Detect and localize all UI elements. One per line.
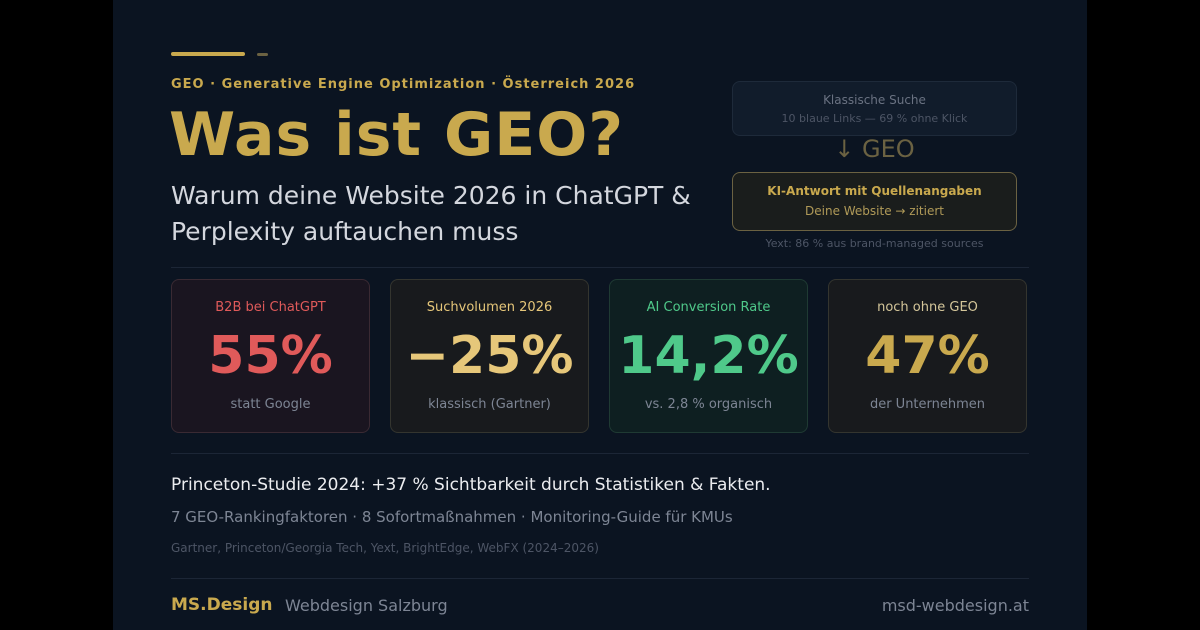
website-domain: msd-webdesign.at xyxy=(881,596,1029,615)
classic-search-box: Klassische Suche 10 blaue Links — 69 % o… xyxy=(732,81,1017,136)
stat-value: 55% xyxy=(208,326,333,386)
stat-label: noch ohne GEO xyxy=(877,300,978,315)
accent-dash xyxy=(257,53,268,56)
stat-value: 47% xyxy=(865,326,990,386)
divider xyxy=(171,267,1029,268)
classic-search-sub: 10 blaue Links — 69 % ohne Klick xyxy=(781,112,968,125)
page-subtitle: Warum deine Website 2026 in ChatGPT & Pe… xyxy=(171,181,691,246)
ki-answer-title: KI-Antwort mit Quellenangaben xyxy=(767,184,982,198)
princeton-study-text: Princeton-Studie 2024: +37 % Sichtbarkei… xyxy=(171,475,771,495)
classic-search-title: Klassische Suche xyxy=(823,93,926,107)
stat-sub: der Unternehmen xyxy=(869,397,986,412)
arrow-geo-label: ↓ GEO xyxy=(834,135,915,163)
stat-card-b2b: B2B bei ChatGPT 55% statt Google xyxy=(171,279,370,433)
ki-answer-box: KI-Antwort mit Quellenangaben Deine Webs… xyxy=(732,172,1017,231)
stat-value: −25% xyxy=(405,326,574,386)
stat-sub: klassisch (Gartner) xyxy=(428,397,551,412)
brand-name: MS.Design xyxy=(171,595,273,615)
eyebrow-text: GEO · Generative Engine Optimization · Ö… xyxy=(171,77,636,92)
stat-card-search-volume: Suchvolumen 2026 −25% klassisch (Gartner… xyxy=(390,279,589,433)
yext-note: Yext: 86 % aus brand-managed sources xyxy=(765,237,984,250)
stat-label: B2B bei ChatGPT xyxy=(215,300,326,315)
stat-label: Suchvolumen 2026 xyxy=(426,300,553,315)
page-title: Was ist GEO? xyxy=(169,100,625,170)
share-card: GEO · Generative Engine Optimization · Ö… xyxy=(113,0,1087,630)
accent-bar xyxy=(171,52,245,56)
ki-answer-sub: Deine Website → zitiert xyxy=(805,204,944,218)
factors-text: 7 GEO-Rankingfaktoren · 8 Sofortmaßnahme… xyxy=(171,508,733,526)
stat-card-without-geo: noch ohne GEO 47% der Unternehmen xyxy=(828,279,1027,433)
divider xyxy=(171,453,1029,454)
stat-value: 14,2% xyxy=(618,326,799,386)
sources-text: Gartner, Princeton/Georgia Tech, Yext, B… xyxy=(171,541,599,555)
stat-card-conversion: AI Conversion Rate 14,2% vs. 2,8 % organ… xyxy=(609,279,808,433)
stat-sub: vs. 2,8 % organisch xyxy=(644,397,773,412)
stat-label: AI Conversion Rate xyxy=(646,300,771,315)
stat-sub: statt Google xyxy=(230,397,311,412)
divider xyxy=(171,578,1029,579)
brand-tagline: Webdesign Salzburg xyxy=(285,596,448,615)
